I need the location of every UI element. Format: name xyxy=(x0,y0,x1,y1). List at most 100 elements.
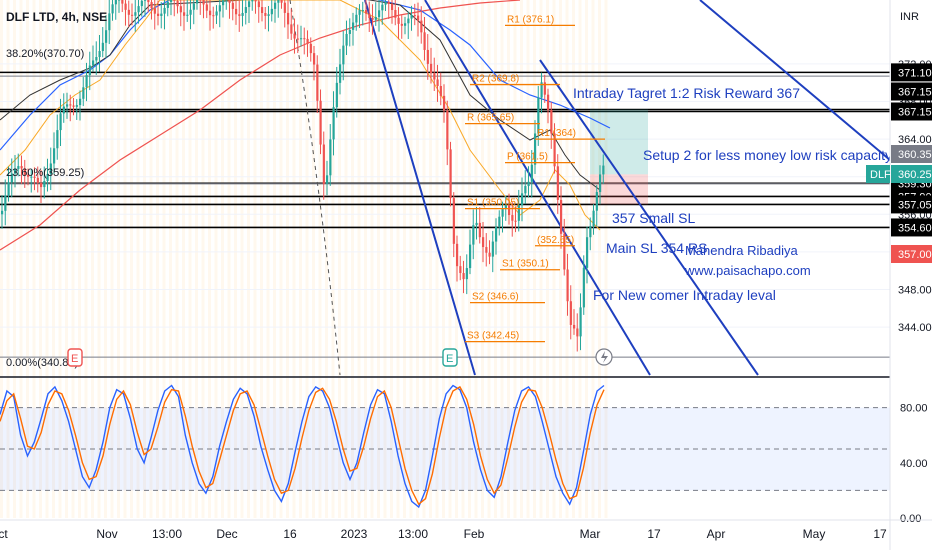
candle-body xyxy=(118,0,121,1)
candle-body xyxy=(40,183,43,188)
candle-body xyxy=(488,252,491,257)
session-stripe xyxy=(604,0,608,518)
annotation-author[interactable]: Mahendra Ribadiya xyxy=(685,243,799,258)
price-tick-label: 344.00 xyxy=(898,322,932,334)
session-stripe xyxy=(533,0,536,518)
price-badge[interactable] xyxy=(891,245,932,263)
candle-body xyxy=(573,324,576,329)
candle-body xyxy=(355,14,358,23)
session-stripe xyxy=(26,0,29,518)
price-badges: 371.10367.15367.15359.30357.90357.05354.… xyxy=(866,63,932,263)
candle-body xyxy=(267,14,270,16)
pivot-label: R (365.65) xyxy=(467,113,514,124)
session-stripe xyxy=(572,0,575,518)
candle-body xyxy=(280,0,283,3)
session-stripe xyxy=(403,0,406,518)
candles xyxy=(1,0,605,352)
level-badge[interactable] xyxy=(891,195,932,214)
candle-body xyxy=(426,49,429,64)
session-stripe xyxy=(520,0,523,518)
candle-body xyxy=(205,4,208,11)
session-stripe xyxy=(305,0,309,518)
annotation-small-sl[interactable]: 357 Small SL xyxy=(612,210,695,226)
time-tick-label: Dec xyxy=(216,527,237,541)
earnings-icon-2[interactable]: E xyxy=(442,348,458,367)
candle-body xyxy=(436,79,439,86)
trendline-4[interactable] xyxy=(699,0,891,161)
trendline-3[interactable] xyxy=(539,59,759,376)
candle-body xyxy=(592,210,595,227)
candle-body xyxy=(147,0,150,3)
candle-body xyxy=(469,244,472,269)
candle-body xyxy=(277,0,280,3)
candle-body xyxy=(423,32,426,50)
price-badge-label: 360.35 xyxy=(898,149,932,161)
trendline-1[interactable] xyxy=(364,0,476,376)
candle-body xyxy=(511,215,514,221)
session-stripe xyxy=(344,0,348,518)
session-stripe xyxy=(104,0,107,518)
pivot-label: (352.65) xyxy=(537,235,574,246)
annotation-setup[interactable]: Setup 2 for less money low risk capacity… xyxy=(643,147,928,163)
fib-label-236: 23.60%(359.25) xyxy=(6,167,84,179)
target-zone[interactable] xyxy=(590,109,648,175)
annotation-website[interactable]: www.paisachapo.com xyxy=(684,263,811,278)
candle-body xyxy=(602,165,605,175)
candle-body xyxy=(228,0,231,3)
session-stripe xyxy=(409,0,413,518)
pivot-label: R1 (364) xyxy=(537,128,576,139)
candle-body xyxy=(335,82,338,108)
session-stripe xyxy=(416,0,419,518)
level-badge[interactable] xyxy=(891,63,932,82)
session-stripe xyxy=(591,0,595,518)
level-badge[interactable] xyxy=(891,102,932,121)
time-tick-label: 17 xyxy=(647,527,661,541)
price-badge[interactable] xyxy=(866,165,890,183)
session-stripe xyxy=(143,0,146,518)
pivot-label: R2 (369.8) xyxy=(472,74,519,85)
session-stripe xyxy=(312,0,315,518)
session-stripe xyxy=(260,0,263,518)
candle-body xyxy=(586,237,589,268)
candle-body xyxy=(296,38,299,40)
session-stripe xyxy=(546,0,549,518)
candle-body xyxy=(361,10,364,12)
candle-body xyxy=(391,3,394,11)
candle-body xyxy=(127,9,130,15)
candle-body xyxy=(449,149,452,199)
candle-body xyxy=(183,12,186,16)
candle-body xyxy=(368,13,371,19)
candle-body xyxy=(287,12,290,25)
candle-body xyxy=(482,237,485,248)
candle-body xyxy=(521,193,524,206)
candle-body xyxy=(212,15,215,17)
level-badge[interactable] xyxy=(891,218,932,237)
candle-body xyxy=(576,328,579,337)
price-badge[interactable] xyxy=(891,165,932,183)
pivot-label: P (361.5) xyxy=(507,152,548,163)
session-stripe xyxy=(598,0,601,518)
candle-body xyxy=(17,166,20,169)
price-badge[interactable] xyxy=(891,145,932,163)
candle-body xyxy=(30,176,33,178)
candle-body xyxy=(517,205,520,221)
symbol-title[interactable]: DLF LTD, 4h, NSE xyxy=(6,10,107,24)
candle-body xyxy=(459,266,462,274)
candle-body xyxy=(121,0,124,4)
level-badge[interactable] xyxy=(891,82,932,101)
annotation-target[interactable]: Intraday Tagret 1:2 Risk Reward 367 xyxy=(573,85,800,101)
annotation-newcomer[interactable]: For New comer Intraday leval xyxy=(593,287,776,303)
earnings-icon[interactable]: E xyxy=(67,348,83,367)
session-stripe xyxy=(539,0,543,518)
annotation-main-sl[interactable]: Main SL 354 RS xyxy=(606,240,707,256)
lightning-icon[interactable] xyxy=(595,348,613,366)
candle-body xyxy=(176,0,179,7)
session-stripe xyxy=(97,0,101,518)
candle-body xyxy=(465,268,468,280)
candle-body xyxy=(303,38,306,40)
candle-body xyxy=(371,18,374,20)
candle-body xyxy=(124,3,127,10)
candle-body xyxy=(433,73,436,80)
price-tick-label: 364.00 xyxy=(898,134,932,146)
trendline-2[interactable] xyxy=(424,0,651,376)
